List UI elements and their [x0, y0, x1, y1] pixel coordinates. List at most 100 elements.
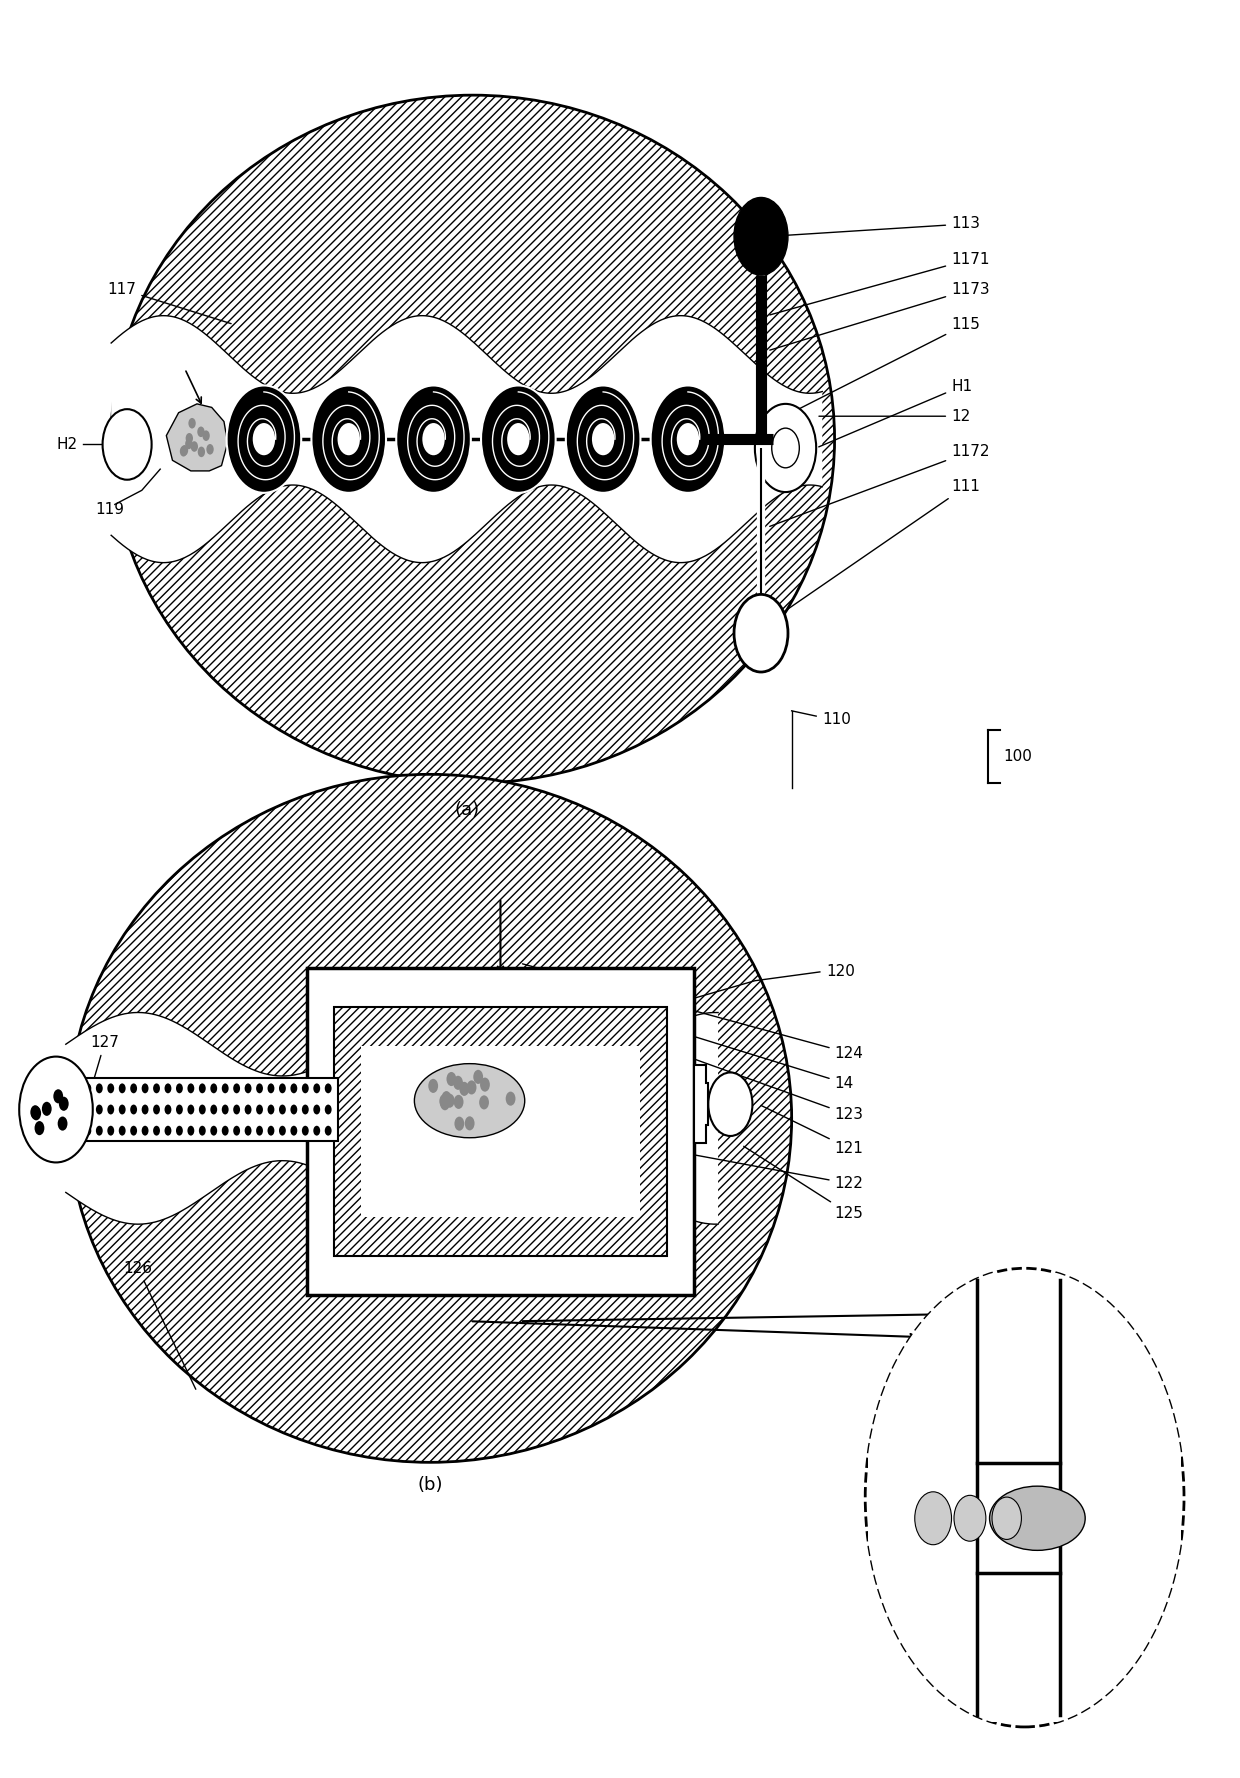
Circle shape	[651, 386, 725, 493]
Circle shape	[279, 1083, 286, 1093]
Circle shape	[257, 1125, 263, 1136]
Circle shape	[153, 1083, 160, 1093]
Text: 117: 117	[108, 281, 231, 324]
Circle shape	[954, 1495, 986, 1542]
Circle shape	[301, 1104, 309, 1115]
Circle shape	[337, 423, 360, 455]
Circle shape	[325, 1104, 331, 1115]
Circle shape	[507, 423, 529, 455]
Text: 125: 125	[744, 1147, 863, 1221]
Circle shape	[453, 1076, 463, 1090]
Circle shape	[459, 1081, 469, 1095]
Circle shape	[866, 1268, 1184, 1726]
Circle shape	[141, 1083, 149, 1093]
Circle shape	[771, 428, 800, 468]
Circle shape	[290, 1104, 298, 1115]
Circle shape	[180, 446, 187, 457]
Circle shape	[439, 1093, 449, 1108]
Circle shape	[445, 1093, 455, 1108]
Circle shape	[197, 427, 205, 437]
Circle shape	[479, 1095, 489, 1109]
Circle shape	[423, 423, 445, 455]
Circle shape	[465, 1117, 475, 1131]
Circle shape	[397, 386, 471, 493]
Circle shape	[153, 1125, 160, 1136]
Circle shape	[58, 1097, 68, 1111]
Circle shape	[268, 1083, 274, 1093]
Circle shape	[222, 1125, 228, 1136]
Circle shape	[915, 1492, 951, 1545]
Circle shape	[222, 1104, 228, 1115]
Circle shape	[454, 1117, 464, 1131]
Circle shape	[187, 1104, 195, 1115]
Circle shape	[141, 1125, 149, 1136]
Polygon shape	[693, 1065, 708, 1143]
Circle shape	[176, 1104, 182, 1115]
Circle shape	[244, 1104, 252, 1115]
Ellipse shape	[68, 775, 791, 1462]
Text: 121: 121	[761, 1106, 863, 1156]
Circle shape	[197, 446, 205, 457]
Circle shape	[35, 1122, 45, 1134]
Circle shape	[565, 386, 640, 493]
Circle shape	[103, 409, 151, 480]
Circle shape	[222, 1083, 228, 1093]
Bar	[361, 1045, 640, 1218]
Text: 1171: 1171	[770, 252, 990, 315]
Circle shape	[206, 444, 213, 455]
Circle shape	[481, 386, 556, 493]
Circle shape	[268, 1104, 274, 1115]
Circle shape	[84, 1125, 92, 1136]
Circle shape	[233, 1125, 241, 1136]
Bar	[977, 1574, 1060, 1723]
Circle shape	[165, 1125, 171, 1136]
Circle shape	[187, 1083, 195, 1093]
Circle shape	[301, 1083, 309, 1093]
Circle shape	[95, 1104, 103, 1115]
Circle shape	[314, 1104, 320, 1115]
Text: 1172: 1172	[770, 444, 990, 526]
Circle shape	[428, 1079, 438, 1093]
Circle shape	[165, 1104, 171, 1115]
Circle shape	[244, 1083, 252, 1093]
Circle shape	[325, 1083, 331, 1093]
Circle shape	[198, 1083, 206, 1093]
Circle shape	[480, 1077, 490, 1092]
Circle shape	[466, 1081, 476, 1095]
Bar	[868, 1273, 977, 1723]
Circle shape	[454, 1095, 464, 1109]
Circle shape	[186, 434, 193, 443]
Bar	[308, 969, 693, 1294]
Circle shape	[755, 404, 816, 493]
Circle shape	[130, 1104, 138, 1115]
Circle shape	[181, 444, 188, 455]
Text: H2: H2	[57, 437, 78, 452]
Circle shape	[108, 1104, 114, 1115]
Circle shape	[257, 1083, 263, 1093]
Text: H1: H1	[818, 379, 972, 446]
Circle shape	[95, 1125, 103, 1136]
Circle shape	[58, 1117, 67, 1131]
Circle shape	[279, 1104, 286, 1115]
Circle shape	[176, 1083, 182, 1093]
Circle shape	[202, 430, 210, 441]
Text: (b): (b)	[417, 1476, 443, 1494]
Circle shape	[474, 1070, 484, 1085]
Circle shape	[108, 1125, 114, 1136]
Circle shape	[279, 1125, 286, 1136]
Circle shape	[19, 1056, 93, 1163]
Circle shape	[176, 1125, 182, 1136]
Circle shape	[233, 1083, 241, 1093]
Circle shape	[130, 1083, 138, 1093]
Circle shape	[119, 1125, 125, 1136]
Circle shape	[130, 1125, 138, 1136]
Text: 100: 100	[1003, 749, 1033, 765]
Circle shape	[992, 1497, 1022, 1540]
Circle shape	[268, 1125, 274, 1136]
Circle shape	[198, 1104, 206, 1115]
Circle shape	[119, 1104, 125, 1115]
Text: 124: 124	[522, 964, 863, 1060]
Circle shape	[84, 1083, 92, 1093]
Circle shape	[325, 1125, 331, 1136]
Circle shape	[108, 1083, 114, 1093]
